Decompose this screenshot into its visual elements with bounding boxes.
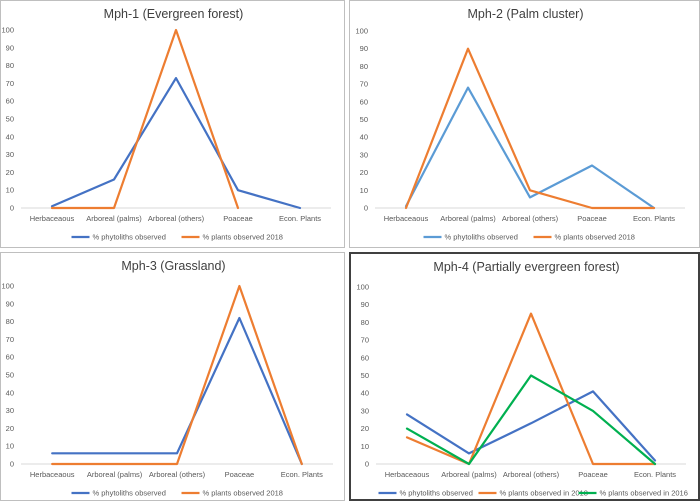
y-tick-label: 0 <box>365 460 369 469</box>
y-tick-label: 20 <box>6 168 14 177</box>
y-tick-label: 40 <box>6 132 14 141</box>
x-tick-label: Herbaceaous <box>385 470 430 479</box>
x-tick-label: Arboreal (palms) <box>87 470 143 479</box>
x-tick-label: Econ. Plants <box>279 214 321 223</box>
x-tick-label: Econ. Plants <box>633 214 675 223</box>
x-tick-label: Arboreal (palms) <box>440 214 496 223</box>
x-tick-label: Arboreal (others) <box>503 470 560 479</box>
legend-label: % phytoliths observed <box>93 489 166 498</box>
y-tick-label: 0 <box>364 204 368 213</box>
x-tick-label: Arboreal (others) <box>148 214 205 223</box>
series-line-2 <box>404 47 656 210</box>
y-tick-label: 30 <box>6 406 14 415</box>
chart-panel-mph-4[interactable]: Mph-4 (Partially evergreen forest) 0 10 20 3… <box>349 252 700 501</box>
x-tick-label: Herbaceaous <box>30 214 75 223</box>
y-tick-label: 70 <box>6 335 14 344</box>
legend-label: % plants observed 2018 <box>555 233 635 242</box>
y-tick-label: 70 <box>6 79 14 88</box>
legend-label: % phytoliths observed <box>445 233 518 242</box>
legend-label: % phytoliths observed <box>93 233 166 242</box>
line-chart-mph-3: Mph-3 (Grassland) 0 10 20 30 40 50 60 70 80 90 100 H… <box>1 259 333 498</box>
legend-label: % phytoliths observed <box>400 489 473 498</box>
legend-label: % plants observed 2018 <box>203 489 283 498</box>
x-tick-label: Econ. Plants <box>634 470 676 479</box>
chart-title: Mph-1 (Evergreen forest) <box>104 7 244 21</box>
x-tick-label: Econ. Plants <box>281 470 323 479</box>
series-line-1 <box>404 86 656 210</box>
y-tick-label: 20 <box>6 424 14 433</box>
series-line-3 <box>405 374 657 466</box>
y-tick-label: 100 <box>355 27 368 36</box>
y-tick-label: 30 <box>360 150 368 159</box>
series-line-1 <box>405 390 657 462</box>
y-tick-label: 20 <box>361 424 369 433</box>
x-tick-label: Poaceae <box>223 214 253 223</box>
y-tick-label: 100 <box>356 283 369 292</box>
y-tick-label: 40 <box>6 388 14 397</box>
legend-label: % plants observed in 2016 <box>600 489 688 498</box>
series-line-1 <box>51 316 303 466</box>
series-line-2 <box>51 284 303 466</box>
x-tick-label: Arboreal (others) <box>149 470 206 479</box>
y-tick-label: 10 <box>6 442 14 451</box>
y-tick-label: 40 <box>360 133 368 142</box>
x-tick-label: Herbaceaous <box>384 214 429 223</box>
y-tick-label: 10 <box>361 442 369 451</box>
y-tick-label: 80 <box>361 318 369 327</box>
y-tick-label: 0 <box>10 204 14 213</box>
chart-panel-mph-2[interactable]: Mph-2 (Palm cluster) 0 10 20 30 40 50 60 70 80 90 1… <box>349 0 700 248</box>
series-line-1 <box>50 77 302 210</box>
y-tick-label: 60 <box>6 353 14 362</box>
line-chart-mph-2: Mph-2 (Palm cluster) 0 10 20 30 40 50 60 70 80 90 1… <box>355 7 685 242</box>
x-tick-label: Arboreal (palms) <box>441 470 497 479</box>
chart-title: Mph-4 (Partially evergreen forest) <box>433 260 619 274</box>
x-tick-label: Poaceae <box>225 470 255 479</box>
line-chart-mph-4: Mph-4 (Partially evergreen forest) 0 10 20 3… <box>356 260 688 498</box>
y-tick-label: 80 <box>360 62 368 71</box>
x-tick-label: Poaceae <box>577 214 607 223</box>
y-tick-label: 60 <box>361 353 369 362</box>
y-tick-label: 90 <box>360 44 368 53</box>
y-tick-label: 90 <box>361 300 369 309</box>
y-tick-label: 80 <box>6 317 14 326</box>
chart-panel-mph-3[interactable]: Mph-3 (Grassland) 0 10 20 30 40 50 60 70 80 90 100 H… <box>0 252 345 501</box>
y-tick-label: 90 <box>6 43 14 52</box>
series-line-2 <box>50 28 240 210</box>
y-tick-label: 30 <box>361 406 369 415</box>
y-tick-label: 50 <box>361 371 369 380</box>
y-tick-label: 0 <box>10 460 14 469</box>
y-tick-label: 20 <box>360 168 368 177</box>
y-tick-label: 100 <box>1 26 14 35</box>
y-tick-label: 60 <box>6 97 14 106</box>
y-tick-label: 50 <box>6 115 14 124</box>
y-tick-label: 70 <box>360 80 368 89</box>
legend-label: % plants observed 2018 <box>203 233 283 242</box>
x-tick-label: Arboreal (palms) <box>86 214 142 223</box>
y-tick-label: 80 <box>6 61 14 70</box>
x-tick-label: Herbaceaous <box>30 470 75 479</box>
chart-panel-mph-1[interactable]: Mph-1 (Evergreen forest) 0 10 20 30 40 50 60 70 8… <box>0 0 345 248</box>
line-chart-mph-1: Mph-1 (Evergreen forest) 0 10 20 30 40 50 60 70 8… <box>1 7 331 242</box>
y-tick-label: 50 <box>360 115 368 124</box>
x-tick-label: Poaceae <box>578 470 608 479</box>
y-tick-label: 90 <box>6 299 14 308</box>
y-tick-label: 40 <box>361 389 369 398</box>
y-tick-label: 30 <box>6 150 14 159</box>
y-tick-label: 50 <box>6 371 14 380</box>
chart-title: Mph-3 (Grassland) <box>121 259 225 273</box>
y-tick-label: 10 <box>360 186 368 195</box>
series-line-2 <box>405 312 657 466</box>
legend-label: % plants observed in 2018 <box>500 489 588 498</box>
y-tick-label: 60 <box>360 97 368 106</box>
y-tick-label: 100 <box>1 282 14 291</box>
y-tick-label: 70 <box>361 336 369 345</box>
x-tick-label: Arboreal (others) <box>502 214 559 223</box>
chart-title: Mph-2 (Palm cluster) <box>468 7 584 21</box>
y-tick-label: 10 <box>6 186 14 195</box>
